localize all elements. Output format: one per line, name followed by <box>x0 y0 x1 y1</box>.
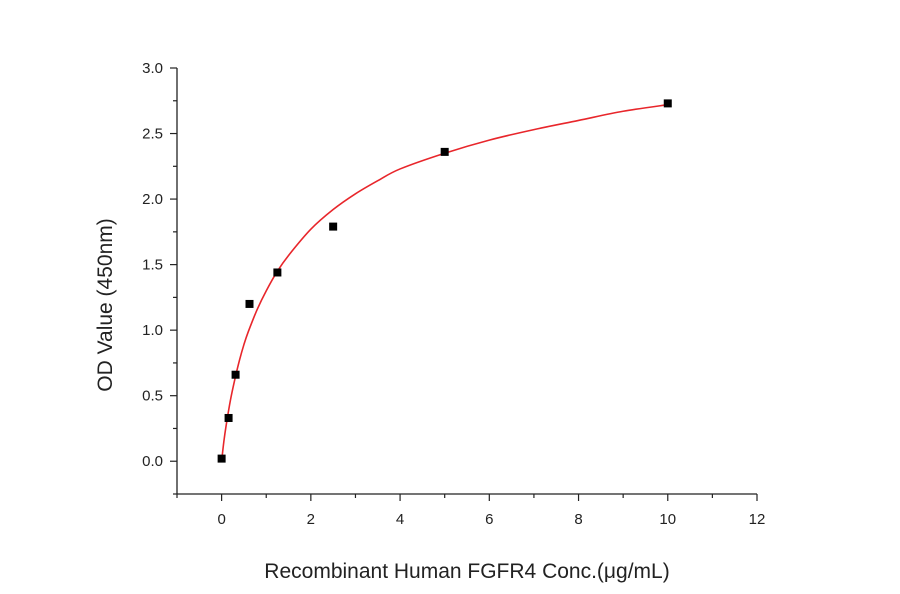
y-tick-label: 0.0 <box>142 453 163 470</box>
y-tick-label: 1.0 <box>142 322 163 339</box>
data-point <box>663 99 672 108</box>
x-tick-label: 10 <box>659 511 676 528</box>
fit-curve-layer <box>220 103 668 462</box>
x-tick-label: 6 <box>485 511 493 528</box>
x-tick-label: 2 <box>307 511 315 528</box>
y-tick-label: 1.5 <box>142 257 163 274</box>
y-tick-label: 0.5 <box>142 388 163 405</box>
data-point <box>273 268 282 277</box>
data-point <box>329 222 338 231</box>
y-tick-label: 2.0 <box>142 191 163 208</box>
data-point <box>440 147 449 156</box>
x-tick-label: 12 <box>749 511 766 528</box>
data-point <box>245 299 254 308</box>
data-point <box>224 413 233 422</box>
y-tick-label: 2.5 <box>142 126 163 143</box>
x-axis-title: Recombinant Human FGFR4 Conc.(μg/mL) <box>264 560 669 583</box>
x-tick-label: 0 <box>217 511 225 528</box>
y-axis-title: OD Value (450nm) <box>94 218 117 392</box>
x-tick-label: 8 <box>574 511 582 528</box>
data-point <box>231 370 240 379</box>
data-points-layer <box>217 99 672 463</box>
data-point <box>217 454 226 463</box>
y-tick-label: 3.0 <box>142 60 163 77</box>
x-tick-label: 4 <box>396 511 404 528</box>
axes: 0 2 4 6 8 10 12 0.0 0.5 1.0 1.5 2.0 2.5 3.0 <box>142 60 765 528</box>
fit-curve-line <box>220 103 668 462</box>
